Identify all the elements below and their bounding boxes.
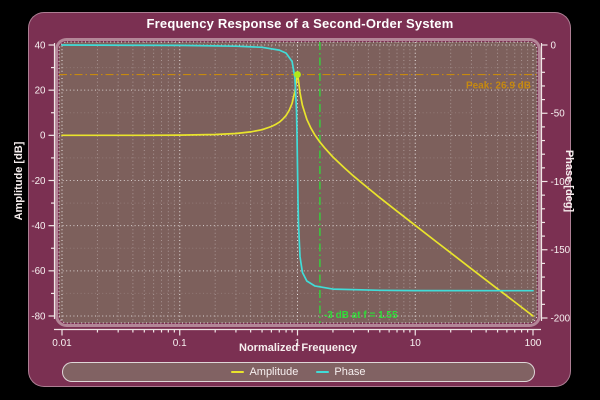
amplitude-line-swatch: [231, 370, 245, 374]
legend-label-amplitude: Amplitude: [249, 365, 299, 378]
legend-item-amplitude: Amplitude: [231, 365, 299, 378]
phase-line-swatch: [316, 370, 330, 374]
legend-item-phase: Phase: [316, 365, 366, 378]
left-axis-title: Amplitude [dB]: [13, 141, 25, 221]
right-axis-title: Phase [deg]: [563, 149, 575, 213]
x-axis-title: Normalized Frequency: [239, 342, 357, 354]
legend: Amplitude Phase: [62, 362, 535, 382]
chart-title: Frequency Response of a Second-Order Sys…: [146, 16, 454, 31]
legend-label-phase: Phase: [334, 365, 366, 378]
figure-panel: [28, 12, 571, 387]
